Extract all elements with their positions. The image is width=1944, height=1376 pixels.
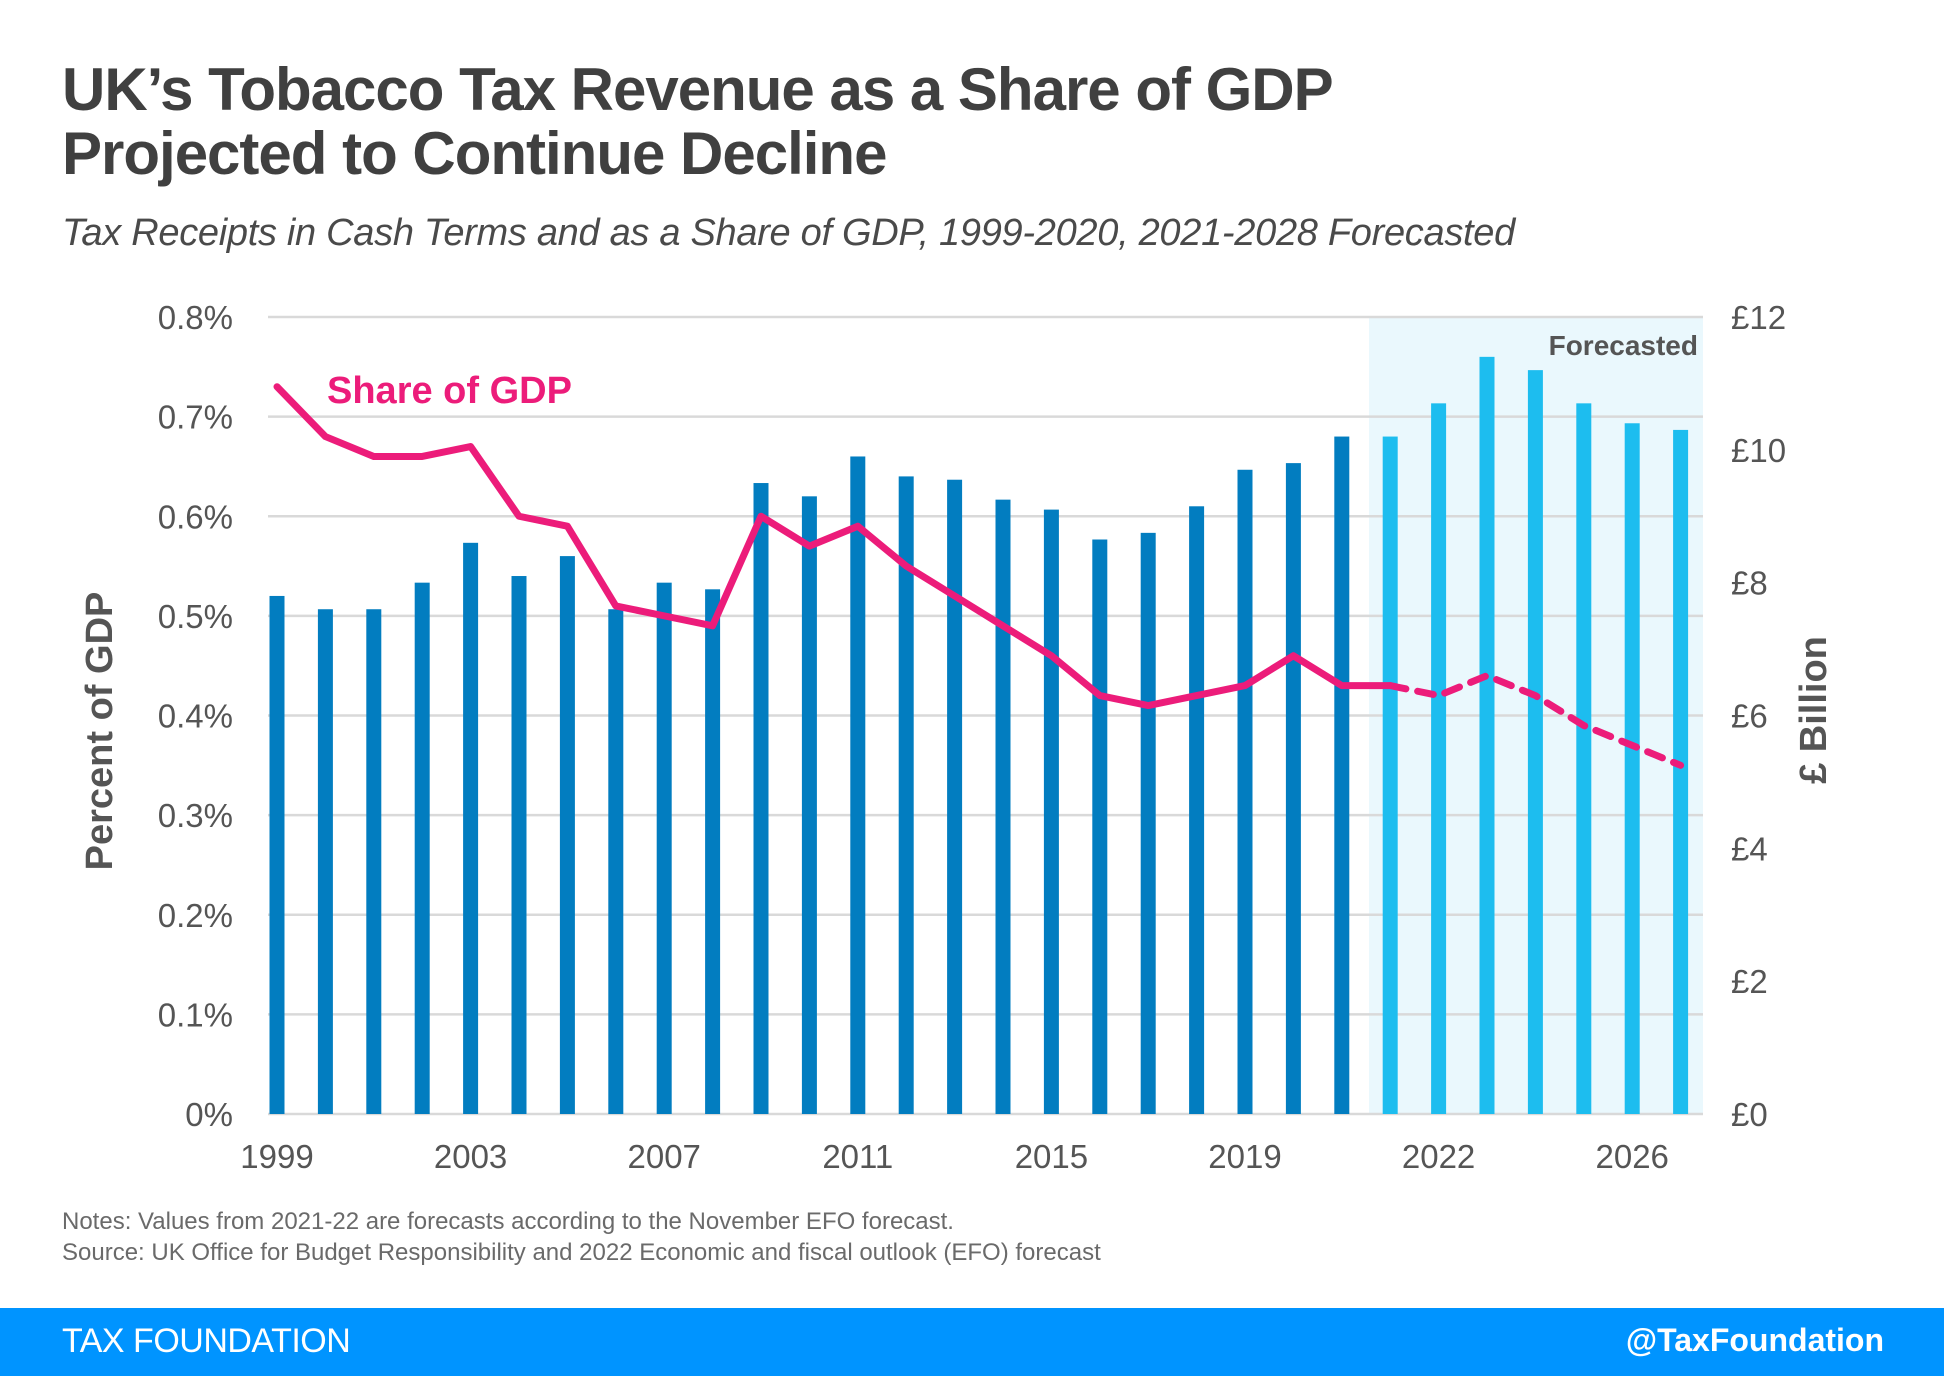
actual-bar xyxy=(414,582,430,1114)
actual-bar xyxy=(1092,539,1108,1114)
y-left-tick-label: 0.1% xyxy=(158,996,233,1033)
forecast-bar xyxy=(1431,403,1447,1114)
chart-subtitle: Tax Receipts in Cash Terms and as a Shar… xyxy=(62,212,1515,254)
actual-bar xyxy=(317,609,333,1114)
actual-bar xyxy=(947,479,963,1114)
actual-bar xyxy=(608,609,624,1114)
forecast-bar xyxy=(1576,403,1592,1114)
actual-bar xyxy=(463,542,479,1114)
y-left-tick-label: 0.3% xyxy=(158,797,233,834)
footer-handle[interactable]: @TaxFoundation xyxy=(1625,1322,1884,1358)
y-left-tick-label: 0.7% xyxy=(158,399,233,436)
actual-bar xyxy=(269,595,285,1114)
y-left-tick-label: 0.8% xyxy=(158,299,233,336)
actual-bar xyxy=(511,576,527,1114)
x-tick-label: 1999 xyxy=(240,1138,313,1175)
actual-bar xyxy=(995,499,1011,1114)
y-right-tick-label: £10 xyxy=(1731,432,1786,469)
x-tick-label: 2007 xyxy=(627,1138,700,1175)
footer-bar: TAX FOUNDATION @TaxFoundation xyxy=(0,1308,1944,1376)
forecast-bar xyxy=(1382,436,1398,1114)
forecast-bar xyxy=(1624,423,1640,1114)
forecast-label: Forecasted xyxy=(1549,330,1698,361)
forecast-bar xyxy=(1479,356,1495,1115)
actual-bar xyxy=(1043,509,1059,1114)
share-of-gdp-line-actual xyxy=(273,383,1394,710)
forecast-bar xyxy=(1527,370,1543,1115)
actual-bar xyxy=(1189,506,1205,1115)
y-right-tick-label: £6 xyxy=(1731,698,1768,735)
actual-bar xyxy=(753,483,769,1115)
y-left-tick-label: 0% xyxy=(185,1096,233,1133)
actual-bar xyxy=(559,556,575,1114)
actual-bar xyxy=(898,476,914,1114)
y-right-tick-label: £2 xyxy=(1731,963,1768,1000)
x-tick-label: 2011 xyxy=(822,1138,893,1175)
actual-bar xyxy=(1140,532,1156,1114)
chart-title: UK’s Tobacco Tax Revenue as a Share of G… xyxy=(62,56,1334,187)
y-left-tick-label: 0.6% xyxy=(158,498,233,535)
y-axis-left-title: Percent of GDP xyxy=(79,592,121,871)
x-tick-label: 2022 xyxy=(1402,1138,1475,1175)
x-tick-label: 2026 xyxy=(1595,1138,1668,1175)
y-left-tick-label: 0.5% xyxy=(158,598,233,635)
x-tick-label: 2003 xyxy=(434,1138,507,1175)
actual-bar xyxy=(1334,436,1350,1114)
y-axis-right-title: £ Billion xyxy=(1793,636,1835,784)
actual-bar xyxy=(656,582,672,1114)
actual-bar xyxy=(366,609,382,1114)
forecast-bar xyxy=(1673,429,1689,1114)
y-left-tick-label: 0.2% xyxy=(158,897,233,934)
y-left-tick-label: 0.4% xyxy=(158,698,233,735)
actual-bar xyxy=(850,456,866,1115)
y-right-tick-label: £0 xyxy=(1731,1096,1768,1133)
actual-bar xyxy=(1237,469,1253,1115)
source-line: Source: UK Office for Budget Responsibil… xyxy=(62,1239,1101,1266)
x-tick-label: 2019 xyxy=(1208,1138,1281,1175)
notes: Notes: Values from 2021-22 are forecasts… xyxy=(62,1206,1101,1268)
actual-bar xyxy=(1285,463,1301,1114)
chart-title-line2: Projected to Continue Decline xyxy=(62,120,887,187)
notes-line: Notes: Values from 2021-22 are forecasts… xyxy=(62,1208,954,1235)
actual-bar xyxy=(801,496,817,1114)
footer-brand: TAX FOUNDATION xyxy=(62,1322,351,1360)
x-tick-label: 2015 xyxy=(1015,1138,1088,1175)
y-right-tick-label: £4 xyxy=(1731,830,1768,867)
y-right-tick-label: £12 xyxy=(1731,299,1786,336)
actual-bar xyxy=(705,589,721,1114)
line-series-label: Share of GDP xyxy=(327,370,572,412)
y-right-tick-label: £8 xyxy=(1731,565,1768,602)
chart-title-line1: UK’s Tobacco Tax Revenue as a Share of G… xyxy=(62,56,1334,123)
